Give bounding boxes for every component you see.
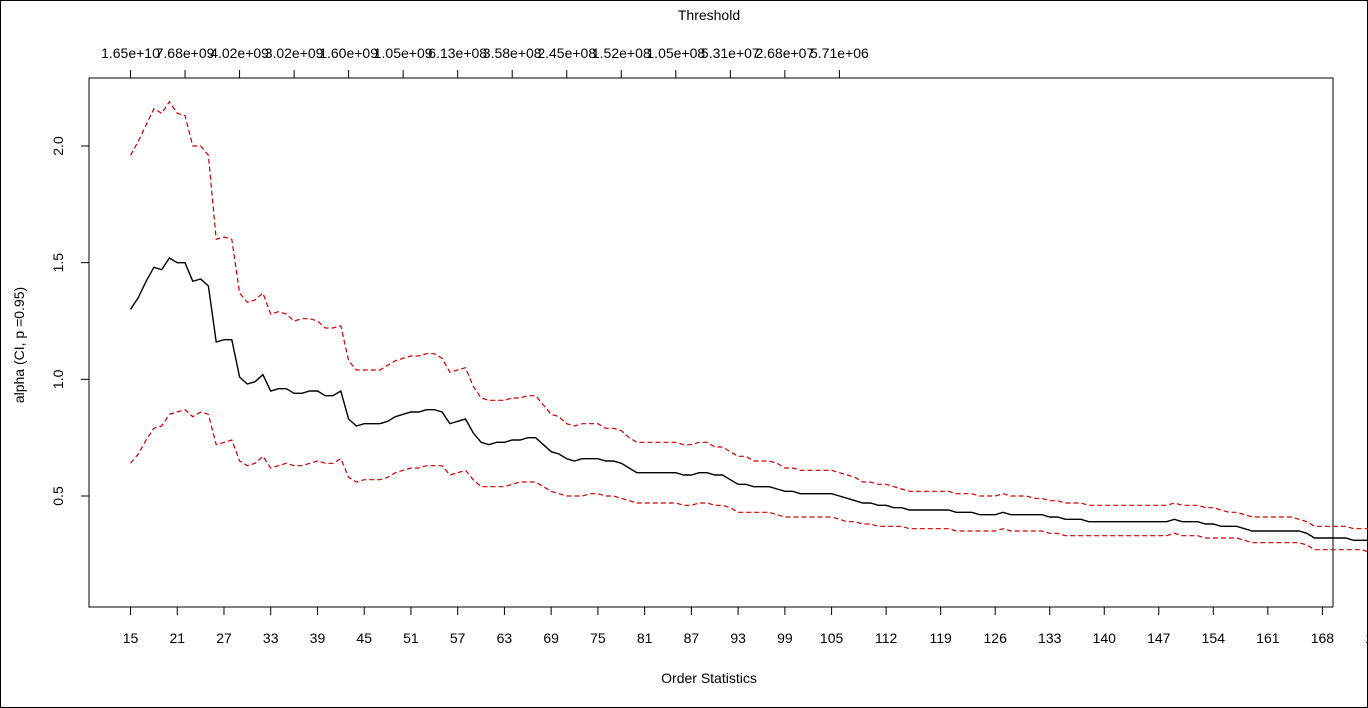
x-tick-label: 161	[1256, 630, 1280, 646]
x-tick-label: 133	[1038, 630, 1062, 646]
x-tick-label: 75	[590, 630, 606, 646]
x-tick-label: 168	[1311, 630, 1335, 646]
top-tick-label: 3.58e+08	[483, 45, 542, 61]
plot-area-box	[88, 77, 1334, 608]
top-tick-label: 1.65e+10	[101, 45, 160, 61]
top-tick-label: 1.60e+09	[319, 45, 378, 61]
x-tick-label: 93	[730, 630, 746, 646]
top-tick-label: 2.45e+08	[537, 45, 596, 61]
top-tick-label: 2.68e+07	[755, 45, 814, 61]
top-axis-title: Threshold	[678, 7, 740, 23]
x-tick-label: 175	[1365, 630, 1368, 646]
x-tick-label: 126	[984, 630, 1008, 646]
x-tick-label: 147	[1147, 630, 1171, 646]
x-tick-label: 154	[1202, 630, 1226, 646]
top-tick-label: 1.05e+08	[646, 45, 705, 61]
top-tick-label: 5.31e+07	[701, 45, 760, 61]
top-tick-label: 5.71e+06	[810, 45, 869, 61]
y-tick-label: 1.5	[50, 253, 66, 273]
x-tick-label: 87	[684, 630, 700, 646]
series-lines	[129, 100, 1368, 553]
x-tick-label: 51	[403, 630, 419, 646]
top-tick-label: 1.52e+08	[592, 45, 651, 61]
y-tick-label: 2.0	[50, 136, 66, 156]
x-tick-label: 119	[929, 630, 952, 646]
x-tick-label: 112	[875, 630, 898, 646]
x-tick-label: 140	[1093, 630, 1117, 646]
top-tick-label: 3.02e+09	[265, 45, 324, 61]
x-tick-label: 39	[310, 630, 326, 646]
estimate-line	[129, 257, 1368, 541]
x-tick-label: 15	[123, 630, 139, 646]
x-tick-label: 33	[263, 630, 279, 646]
y-axis-title: alpha (CI, p =0.95)	[11, 287, 27, 403]
top-tick-label: 7.68e+09	[156, 45, 215, 61]
ci-lower-line	[130, 409, 1368, 553]
top-tick-label: 4.02e+09	[210, 45, 269, 61]
top-tick-label: 1.05e+09	[374, 45, 433, 61]
x-axis-title: Order Statistics	[661, 670, 757, 686]
x-tick-label: 63	[497, 630, 513, 646]
y-tick-label: 0.5	[50, 486, 66, 506]
x-tick-label: 21	[169, 630, 185, 646]
top-tick-label: 6.13e+08	[428, 45, 487, 61]
x-tick-label: 27	[216, 630, 232, 646]
x-tick-label: 45	[356, 630, 372, 646]
x-tick-label: 105	[820, 630, 844, 646]
x-tick-label: 57	[450, 630, 466, 646]
axis-ticks: 15 21 27 33 39 45 51 57 63 69 75 81 87 93 99 105 112 119 1…	[50, 45, 1368, 646]
x-tick-label: 81	[637, 630, 653, 646]
x-tick-label: 99	[777, 630, 793, 646]
ci-upper-line	[129, 100, 1368, 530]
x-tick-label: 69	[543, 630, 559, 646]
y-tick-label: 1.0	[50, 369, 66, 389]
